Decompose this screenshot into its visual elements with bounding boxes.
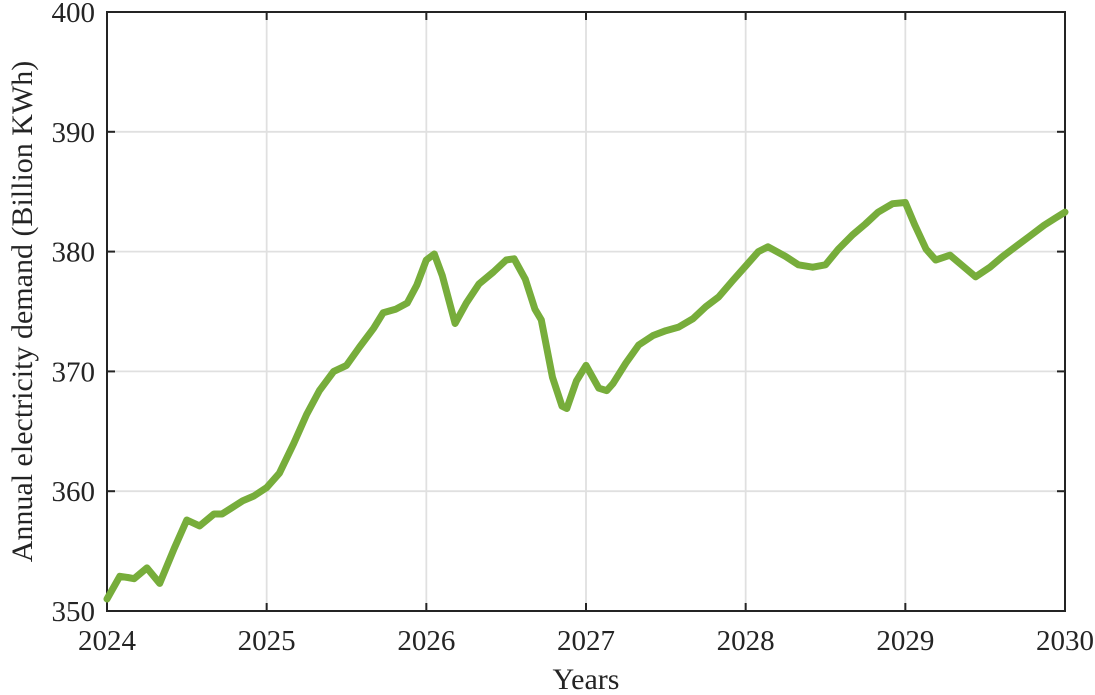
- x-tick-label: 2030: [1036, 625, 1094, 657]
- y-tick-label: 360: [52, 476, 96, 508]
- demand-line-group: [103, 199, 1069, 603]
- x-tick-label: 2026: [397, 625, 455, 657]
- x-tick-labels: 2024 2025 2026 2027 2028 2029 2030: [78, 625, 1094, 657]
- y-tick-label: 370: [52, 356, 96, 388]
- x-tick-label: 2027: [557, 625, 615, 657]
- x-tick-label: 2025: [238, 625, 296, 657]
- y-tick-labels: 350 360 370 380 390 400: [52, 0, 96, 628]
- gridlines: [107, 12, 1065, 611]
- x-axis-label: Years: [553, 663, 620, 695]
- y-axis-label: Annual electricity demand (Billion KWh): [6, 61, 39, 563]
- annual-electricity-demand-line: [103, 199, 1069, 603]
- y-tick-label: 380: [52, 237, 96, 269]
- tick-marks: [106, 11, 1066, 612]
- x-tick-label: 2024: [78, 625, 137, 657]
- y-tick-label: 390: [52, 117, 96, 149]
- x-tick-label: 2028: [717, 625, 775, 657]
- x-tick-label: 2029: [876, 625, 934, 657]
- y-tick-label: 400: [52, 0, 96, 29]
- y-tick-label: 350: [52, 596, 96, 628]
